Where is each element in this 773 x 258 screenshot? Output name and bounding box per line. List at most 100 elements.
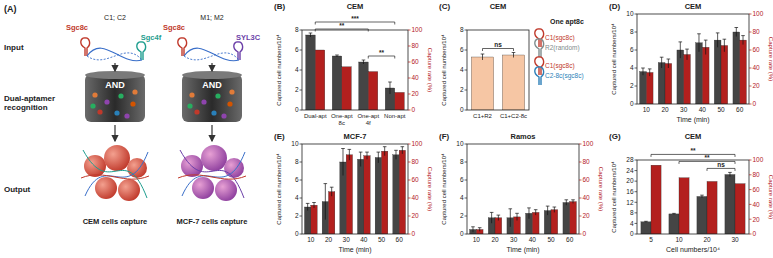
error-line [736,28,737,37]
design [81,38,149,201]
particle [124,113,129,118]
error-cap [306,203,310,204]
y-tick-label: 10 [626,10,634,17]
bar [471,57,493,110]
significance-label: ** [379,49,385,56]
y2-tick-label: 40 [583,194,591,201]
y-tick-label: 4 [630,64,634,71]
y-tick [465,144,468,145]
x-tick-label: 10 [675,236,683,243]
bar [665,64,672,105]
error-bar [741,36,745,45]
y2-tick-label: 0 [753,230,757,237]
error-bar [490,212,494,223]
y-tick-label: 10 [291,140,299,147]
error-bar [735,28,739,37]
marks [470,200,577,234]
y-tick [465,216,468,217]
error-cap [512,52,516,53]
linker-name: M1; M2 [200,14,223,21]
error-bar [515,213,519,220]
linker-shape [87,48,142,61]
panel-label: (B) [274,2,285,11]
bar [332,56,342,110]
error-cap [365,152,369,153]
y-tick [465,50,468,51]
error-line [325,184,326,220]
significance-label: ns [717,161,725,168]
error-line [668,59,669,68]
error-cap [553,207,557,208]
error-bar [512,53,516,58]
y-tick-label: 2 [295,212,299,219]
y-tick-label: 16 [626,188,634,195]
error-bar [700,195,704,198]
bar [646,73,653,105]
x-tick-label: Dual-apt [304,113,327,119]
y-tick [300,50,303,51]
plot-frame [302,30,408,110]
x-tick-label: 30 [680,106,688,113]
error-line [743,36,744,45]
row-label: Dual-aptamerrecognition [4,94,55,112]
error-bar [679,42,683,58]
error-bar [685,49,689,60]
error-cap [697,33,701,34]
y-tick [635,86,638,87]
aptamer-shape [81,38,90,56]
bar [399,150,405,234]
error-line [661,57,662,68]
error-bar [388,82,392,94]
error-line [342,149,343,176]
y-axis-label: Captured cell numbers/10⁴ [441,153,447,225]
y-tick [300,180,303,181]
y-tick-label: 28 [626,156,634,163]
output-label: MCF-7 cells capture [177,217,248,226]
y-tick [635,170,638,171]
error-cap [679,41,683,42]
error-line [378,152,379,163]
y-tick-label: 4 [460,66,464,73]
error-cap [672,213,676,214]
error-bar [728,172,732,176]
bar [342,67,352,110]
error-line [395,150,396,159]
error-cap [741,35,745,36]
x-tick-label: 60 [396,236,404,243]
x-tick-label: 5 [649,236,653,243]
y-tick-label: 6 [295,46,299,53]
error-cap [509,208,513,209]
title: Ramos [510,132,535,141]
error-bar [723,39,727,52]
bar [684,55,691,105]
y-tick [300,198,303,199]
significance-label: *** [351,15,359,22]
error-cap [348,149,352,150]
particle [189,92,194,97]
y-tick [635,104,638,105]
y2-tick-label: 100 [753,10,764,17]
error-cap [704,40,708,41]
label-line: recognition [4,103,48,112]
bar [679,178,689,234]
linker-shape [87,53,142,60]
bar [395,92,405,110]
label-line: One-apt [331,113,353,119]
error-cap [330,187,334,188]
particle [118,93,123,98]
y-tick [465,162,468,163]
aptamer-shape [234,42,243,60]
aptamer-shape [535,39,544,57]
aptamer-name: Sgc8c [66,23,88,32]
y-tick-label: 8 [460,158,464,165]
particle [114,110,119,115]
gate-rim [85,71,145,79]
particle [194,109,199,114]
row-label: Output [4,185,31,194]
error-cap [641,68,645,69]
marks [471,53,524,111]
significance-label: ** [690,147,696,154]
chart-panel: (F)Ramos0246810Captured cell numbers/10⁴… [439,132,604,254]
y-tick [465,180,468,181]
y-tick-label: 24 [626,167,634,174]
